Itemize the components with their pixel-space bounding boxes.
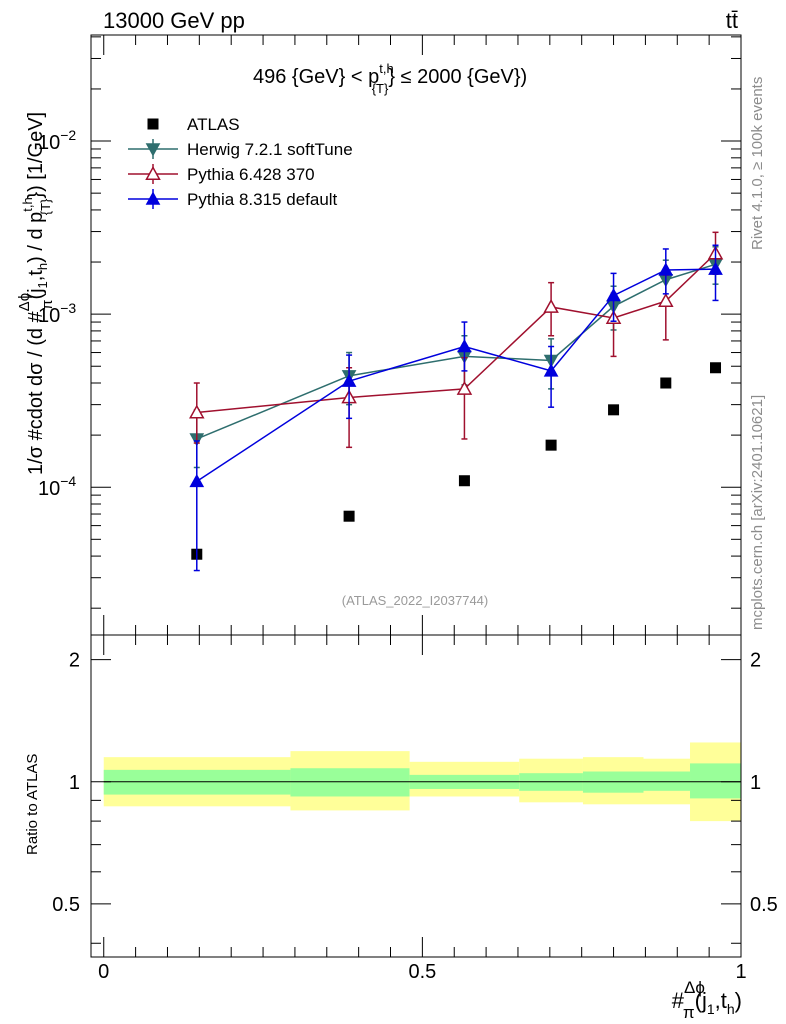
data-point: [545, 439, 557, 451]
data-point: [606, 288, 621, 302]
rivet-label: Rivet 4.1.0, ≥ 100k events: [749, 77, 766, 250]
data-point: [660, 377, 672, 389]
data-point: [189, 473, 205, 488]
data-point: [458, 475, 470, 487]
ratio-y-tick-label-right: 2: [750, 650, 761, 672]
legend-item: Herwig 7.2.1 softTune: [128, 139, 353, 159]
main-y-label: 1/σ #cdot dσ / (d #Δϕ π(j1,th) / d pt,h {T…: [16, 112, 56, 475]
legend-marker: [147, 118, 159, 130]
legend-item: Pythia 8.315 default: [128, 189, 338, 209]
legend: ATLAS Herwig 7.2.1 softTune Pythia 6.428 3…: [128, 115, 353, 209]
mcplots-label: mcplots.cern.ch [arXiv:2401.10621]: [749, 395, 766, 630]
ratio-band-inner: [290, 768, 410, 797]
legend-marker: [145, 165, 161, 180]
main-y-axis: 10−410−310−2: [38, 36, 741, 609]
main-plot-frame: [90, 34, 742, 636]
data-point: [710, 362, 722, 374]
ratio-y-tick-label: 1: [69, 772, 80, 794]
data-point: [658, 293, 674, 308]
ratio-band-inner: [690, 763, 741, 799]
energy-label: 13000 GeV pp: [103, 8, 245, 33]
ratio-y-tick-label: 0.5: [52, 894, 80, 916]
process-label: tt̄: [726, 8, 738, 33]
ratio-x-axis: 0 0.5 1: [98, 635, 747, 983]
x-tick-label: 0.5: [408, 961, 436, 983]
ratio-frame-outline: [90, 634, 742, 958]
data-point: [341, 373, 357, 387]
series-pythia-8-315-default: [189, 244, 723, 572]
ratio-y-axis: 0.5 0.5 1 1 2 2: [52, 650, 778, 944]
data-point: [543, 298, 559, 313]
legend-marker: [145, 143, 161, 157]
data-point: [658, 262, 674, 276]
data-point: [343, 510, 355, 522]
legend-label: Herwig 7.2.1 softTune: [187, 140, 353, 159]
legend-item: Pythia 6.428 370: [128, 164, 315, 184]
main-x-axis: [103, 35, 742, 635]
data-point: [189, 404, 205, 419]
ratio-y-label: Ratio to ATLAS: [24, 754, 41, 855]
x-tick-label: 1: [735, 961, 746, 983]
data-point: [608, 404, 620, 416]
ratio-y-tick-label-right: 0.5: [750, 894, 778, 916]
legend-item: ATLAS: [147, 115, 240, 134]
legend-label: ATLAS: [187, 115, 240, 134]
main-data: [189, 231, 724, 572]
y-tick-base: 10: [38, 478, 60, 500]
y-tick-label: 10−2: [38, 127, 76, 154]
legend-marker: [145, 191, 161, 205]
ratio-y-tick-label: 2: [69, 650, 80, 672]
analysis-watermark: (ATLAS_2022_I2037744): [342, 593, 488, 608]
ratio-y-tick-label-right: 1: [750, 772, 761, 794]
svg-text:1/σ #cdot dσ / (d #Δϕπ(j1,th): 1/σ #cdot dσ / (d #Δϕ π(j1,th) / d pt,h {T…: [16, 112, 56, 475]
y-tick-base: 10: [38, 132, 60, 154]
ratio-band-inner: [643, 771, 691, 791]
y-tick-exponent: −3: [60, 300, 76, 316]
y-tick-label: 10−4: [38, 473, 76, 500]
y-tick-label: 10−3: [38, 300, 76, 327]
panel-title: 496 {GeV} < pt,h {T}} ≤ 2000 {GeV}): [253, 61, 527, 96]
data-point: [456, 380, 473, 395]
x-tick-label: 0: [98, 961, 109, 983]
y-tick-exponent: −4: [60, 473, 76, 489]
y-tick-base: 10: [38, 305, 60, 327]
data-point: [457, 338, 472, 353]
data-point: [543, 363, 559, 377]
legend-label: Pythia 6.428 370: [187, 165, 315, 184]
x-axis-label: #Δϕ π(j1,th): [672, 978, 742, 1022]
y-tick-exponent: −2: [60, 127, 76, 143]
data-point: [708, 261, 723, 275]
legend-label: Pythia 8.315 default: [187, 190, 338, 209]
